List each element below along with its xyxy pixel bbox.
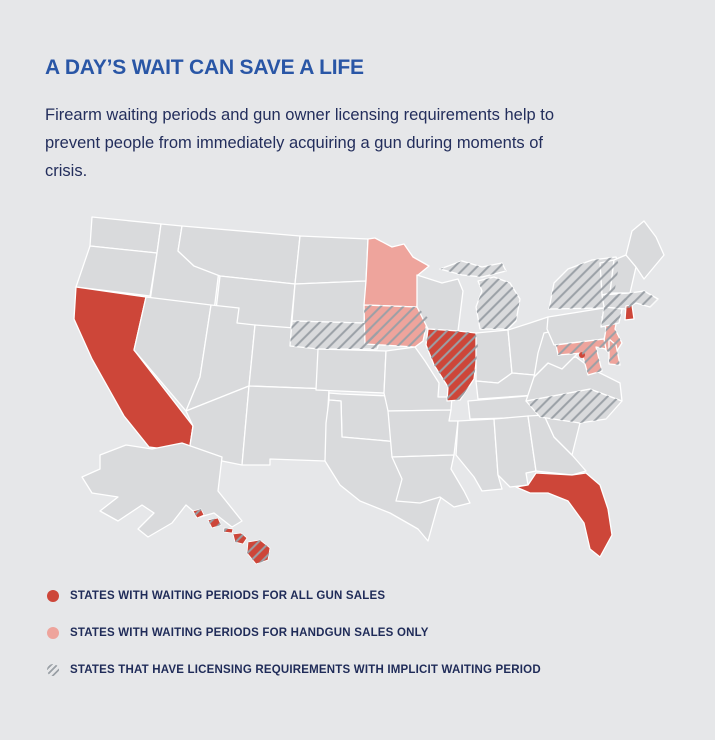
state-ar xyxy=(387,409,459,458)
hatch-overlay xyxy=(526,389,622,423)
hatch-overlay xyxy=(602,291,658,309)
state-in xyxy=(475,329,513,384)
legend-item-waiting-handgun: STATES WITH WAITING PERIODS FOR HANDGUN … xyxy=(47,627,541,639)
state-nd xyxy=(294,235,369,285)
state-la xyxy=(391,454,471,508)
state-tx xyxy=(324,399,449,542)
pink-dot-icon xyxy=(47,627,59,639)
hatched-dot-icon xyxy=(47,664,59,676)
map-legend: STATES WITH WAITING PERIODS FOR ALL GUN … xyxy=(47,590,541,701)
page-title: A DAY’S WAIT CAN SAVE A LIFE xyxy=(45,56,364,80)
state-mo xyxy=(383,346,453,412)
legend-item-waiting-all: STATES WITH WAITING PERIODS FOR ALL GUN … xyxy=(47,590,541,602)
state-ks xyxy=(315,348,387,394)
state-or xyxy=(75,245,158,297)
map-svg xyxy=(73,216,665,565)
state-sd xyxy=(291,280,367,324)
legend-item-licensing: STATES THAT HAVE LICENSING REQUIREMENTS … xyxy=(47,664,541,676)
hatch-overlay xyxy=(440,261,520,329)
hatch-overlay xyxy=(609,339,620,365)
state-fl xyxy=(515,472,613,558)
hatch-overlay xyxy=(426,329,478,401)
hatch-overlay xyxy=(364,305,428,347)
state-me xyxy=(625,220,665,280)
hatch-overlay xyxy=(556,339,606,375)
state-nm xyxy=(241,385,330,466)
hatch-overlay xyxy=(193,509,270,564)
legend-label: STATES WITH WAITING PERIODS FOR HANDGUN … xyxy=(70,627,429,639)
description-text: Firearm waiting periods and gun owner li… xyxy=(45,105,555,180)
hatch-overlay xyxy=(290,321,382,349)
red-dot-icon xyxy=(47,590,59,602)
legend-label: STATES THAT HAVE LICENSING REQUIREMENTS … xyxy=(70,664,541,676)
state-mn xyxy=(363,237,430,308)
legend-label: STATES WITH WAITING PERIODS FOR ALL GUN … xyxy=(70,590,386,602)
hatch-overlay xyxy=(601,307,622,327)
us-choropleth-map xyxy=(30,203,685,583)
